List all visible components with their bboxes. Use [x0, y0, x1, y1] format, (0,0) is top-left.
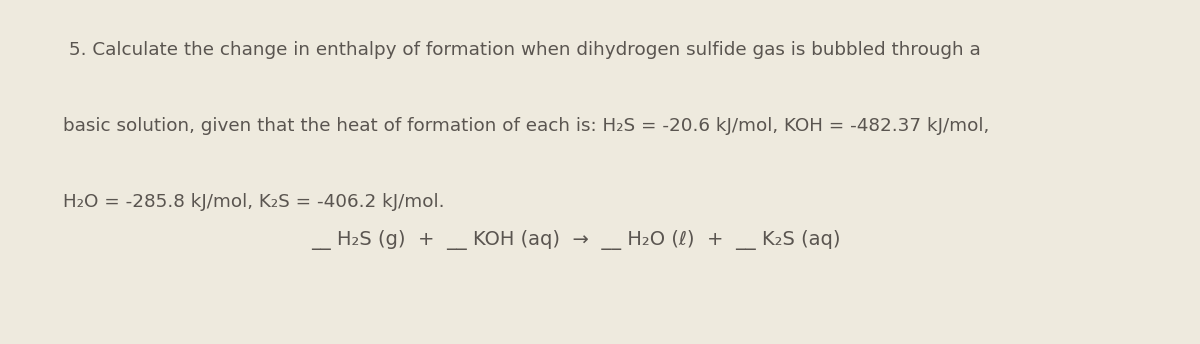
Text: 5. Calculate the change in enthalpy of formation when dihydrogen sulfide gas is : 5. Calculate the change in enthalpy of f…: [64, 41, 982, 59]
Text: __ H₂S (g)  +  __ KOH (aq)  →  __ H₂O (ℓ)  +  __ K₂S (aq): __ H₂S (g) + __ KOH (aq) → __ H₂O (ℓ) + …: [312, 230, 841, 250]
Text: basic solution, given that the heat of formation of each is: H₂S = -20.6 kJ/mol,: basic solution, given that the heat of f…: [64, 117, 990, 135]
Text: H₂O = -285.8 kJ/mol, K₂S = -406.2 kJ/mol.: H₂O = -285.8 kJ/mol, K₂S = -406.2 kJ/mol…: [64, 193, 445, 211]
